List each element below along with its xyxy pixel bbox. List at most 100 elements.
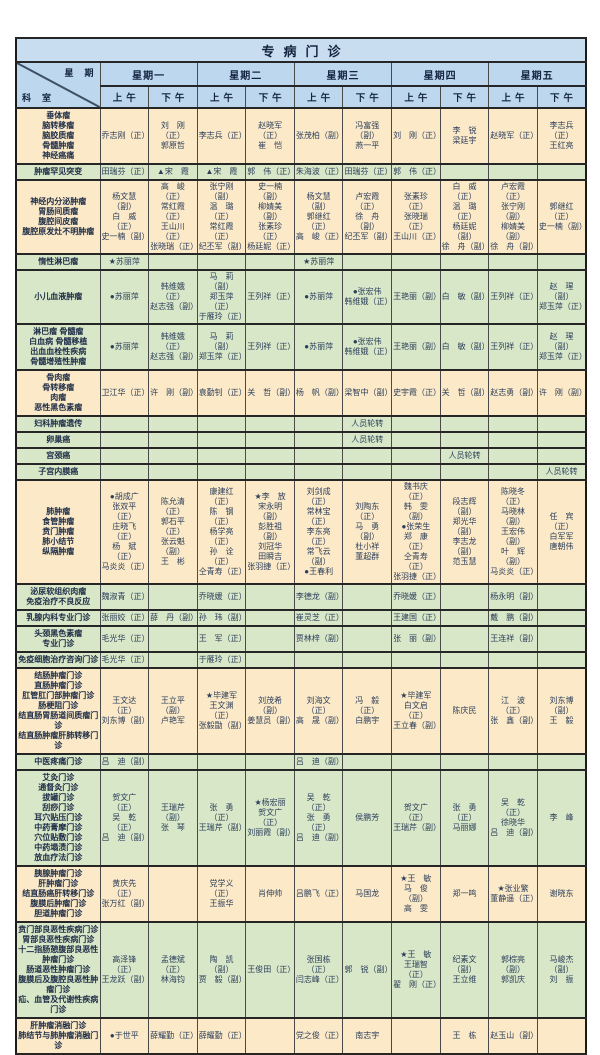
schedule-cell xyxy=(245,609,295,627)
schedule-cell xyxy=(342,447,393,465)
schedule-cell: 江 波（正） 张 鑫（副） xyxy=(488,667,538,755)
schedule-cell xyxy=(293,447,344,465)
corner-header-cell: 星 期 科 室 xyxy=(15,61,101,109)
corner-week-label: 星 期 xyxy=(64,68,95,78)
schedule-cell xyxy=(439,625,490,653)
schedule-cell: ★王 敏 王瑞智（正） 翟 刚（正） xyxy=(391,921,441,1019)
table-row: 惰性淋巴瘤 ★苏丽萍 ★苏丽萍 xyxy=(15,253,587,271)
schedule-cell xyxy=(536,609,587,627)
corner-department-label: 科 室 xyxy=(22,93,53,103)
schedule-cell xyxy=(439,463,490,481)
schedule-cell: 王艳丽（副） xyxy=(391,323,441,371)
schedule-cell: 赵玉山（副） xyxy=(488,1017,538,1055)
schedule-cell: 刘陶东（正） 马 勇（副） 杜小祥 董超群 xyxy=(342,479,393,585)
day-header-2: 星期二 xyxy=(196,61,295,87)
schedule-cell: 杨永明（副） xyxy=(488,583,538,611)
schedule-cell: 张宁刚（副） 温 璐（正） 常红霞（正） 纪丕军（副） xyxy=(196,179,247,255)
department-label: 结肠肿瘤门诊 直肠肿瘤门诊 肛管肛门部肿瘤门诊 肠梗阻门诊 结直肠胃肠道间质瘤门… xyxy=(15,667,101,755)
schedule-cell: 白 敏（副） xyxy=(439,323,490,371)
department-label: 骨肉瘤 骨转移瘤 肉瘤 恶性黑色素瘤 xyxy=(15,369,101,417)
schedule-cell xyxy=(196,753,247,771)
schedule-cell xyxy=(536,431,587,449)
schedule-cell: ●苏丽萍 xyxy=(293,323,344,371)
schedule-cell xyxy=(245,753,295,771)
schedule-cell: 陶 凯（副） 贾 毅（副） xyxy=(196,921,247,1019)
department-label: 卵巢癌 xyxy=(15,431,101,449)
department-label: 垂体瘤 脑转移瘤 脑胶质瘤 骨髓肿瘤 神经癌痛 xyxy=(15,107,101,165)
schedule-cell xyxy=(342,625,393,653)
am-header-day1: 上午 xyxy=(99,85,150,109)
day-header-row: 星 期 科 室 星期一 星期二 星期三 星期四 星期五 xyxy=(15,61,587,109)
table-row: 卵巢癌 人员轮转 xyxy=(15,431,587,449)
schedule-cell: 黄庆先（正） 张万红（副） xyxy=(99,865,150,923)
schedule-cell xyxy=(148,253,198,271)
schedule-cell: 李志兵（正） xyxy=(196,107,247,165)
schedule-cell: 肖伸帅 xyxy=(245,865,295,923)
schedule-cell: ▲宋 霞 xyxy=(196,163,247,181)
schedule-cell: 史一楠（副） 柳婧美（副） 张素珍（正） 杨廷妮（正） xyxy=(245,179,295,255)
schedule-cell xyxy=(391,463,441,481)
schedule-cell: 赵晓军（正） xyxy=(488,107,538,165)
schedule-cell: 毛光华（正） xyxy=(99,651,150,669)
table-row: 艾灸门诊 通督灸门诊 拔罐门诊 刮痧门诊 耳穴贴压门诊 中药膏摩门诊 穴位贴敷门… xyxy=(15,769,587,867)
table-row: 免疫细胞治疗咨询门诊 毛光华（正） 于雁玲（正） xyxy=(15,651,587,669)
schedule-cell: 薛 丹（副） xyxy=(148,609,198,627)
schedule-cell xyxy=(196,431,247,449)
schedule-cell xyxy=(148,583,198,611)
schedule-cell xyxy=(488,253,538,271)
schedule-cell: 刘 刚（正） 郭原哲 xyxy=(148,107,198,165)
schedule-cell xyxy=(293,463,344,481)
schedule-cell xyxy=(293,415,344,433)
schedule-cell: 吕鹏飞（正） xyxy=(293,865,344,923)
day-header-1: 星期一 xyxy=(99,61,198,87)
schedule-cell: 郭棕亮（副） 郭凯庆 xyxy=(488,921,538,1019)
schedule-cell: 袁勤钊（正） xyxy=(196,369,247,417)
page-title: 专病门诊 xyxy=(15,37,587,63)
day-header-3: 星期三 xyxy=(293,61,393,87)
schedule-cell: ●苏丽萍 xyxy=(99,269,150,325)
schedule-cell: 朱海波（正） xyxy=(293,163,344,181)
schedule-cell: 人员轮转 xyxy=(342,415,393,433)
schedule-cell xyxy=(536,625,587,653)
schedule-cell xyxy=(99,415,150,433)
schedule-cell: 白 敏（副） xyxy=(439,269,490,325)
schedule-cell: 乔晓媛（正） xyxy=(391,583,441,611)
schedule-cell: 赵志勇（副） xyxy=(488,369,538,417)
schedule-cell: 李 锐 梁廷宇 xyxy=(439,107,490,165)
schedule-cell: ★王 敏 马 俊（副） 高 雯 xyxy=(391,865,441,923)
schedule-cell xyxy=(488,463,538,481)
schedule-cell: ★张业繁 董静遥（正） xyxy=(488,865,538,923)
schedule-cell: 谢晓东 xyxy=(536,865,587,923)
schedule-cell: 马 莉（副） 郑玉萍（正） 于雁玲（正） xyxy=(196,269,247,325)
department-label: 免疫细胞治疗咨询门诊 xyxy=(15,651,101,669)
schedule-cell: 刘 刚（正） xyxy=(391,107,441,165)
schedule-cell xyxy=(391,415,441,433)
schedule-cell xyxy=(536,415,587,433)
schedule-cell: 张茂柏（副） xyxy=(293,107,344,165)
schedule-cell xyxy=(245,431,295,449)
department-label: 肺肿瘤 食管肿瘤 贲门肿瘤 肺小结节 纵隔肿瘤 xyxy=(15,479,101,585)
schedule-cell: 王俊田（正） xyxy=(245,921,295,1019)
department-label: 贲门部良恶性疾病门诊 胃部良恶性疾病门诊 十二指肠憩腹部良恶性肿瘤门诊 肠道恶性… xyxy=(15,921,101,1019)
schedule-cell xyxy=(488,415,538,433)
schedule-cell: 王列祥（正） xyxy=(245,269,295,325)
schedule-cell: 李德龙（副） xyxy=(293,583,344,611)
department-label: 淋巴瘤 骨髓瘤 白血病 骨髓移植 出血血栓性疾病 骨髓增殖性肿瘤 xyxy=(15,323,101,371)
schedule-cell: 赵 瑆（副） 郑玉萍（正） xyxy=(536,323,587,371)
table-row: 肺肿瘤 食管肿瘤 贲门肿瘤 肺小结节 纵隔肿瘤 ●胡成广 张双平（正） 庄晓飞（正… xyxy=(15,479,587,585)
schedule-cell: 吴 乾（正） 张 勇（正） 吕 迪（副） xyxy=(293,769,344,867)
schedule-cell: 康建红（正） 陈 钢（正） 杨学亮（正） 孙 诠（正） 仝青寿（正） xyxy=(196,479,247,585)
schedule-cell xyxy=(439,253,490,271)
table-row: 妇科肿瘤遗传 人员轮转 xyxy=(15,415,587,433)
department-label: 宫颈癌 xyxy=(15,447,101,465)
schedule-cell: 戴 鹏（副） xyxy=(488,609,538,627)
schedule-cell: 高 峻（正） 常红霞（正） 王山川（正） 张晓瑞（正） xyxy=(148,179,198,255)
schedule-cell xyxy=(439,753,490,771)
schedule-cell: 陈庆民 xyxy=(439,667,490,755)
schedule-cell: 李 峰 xyxy=(536,769,587,867)
schedule-cell xyxy=(148,415,198,433)
schedule-cell: ★苏丽萍 xyxy=(99,253,150,271)
schedule-cell: 王 军（正） xyxy=(196,625,247,653)
schedule-cell: ●苏丽萍 xyxy=(293,269,344,325)
schedule-cell: 张 勇（正） 王瑞芹（副） xyxy=(196,769,247,867)
